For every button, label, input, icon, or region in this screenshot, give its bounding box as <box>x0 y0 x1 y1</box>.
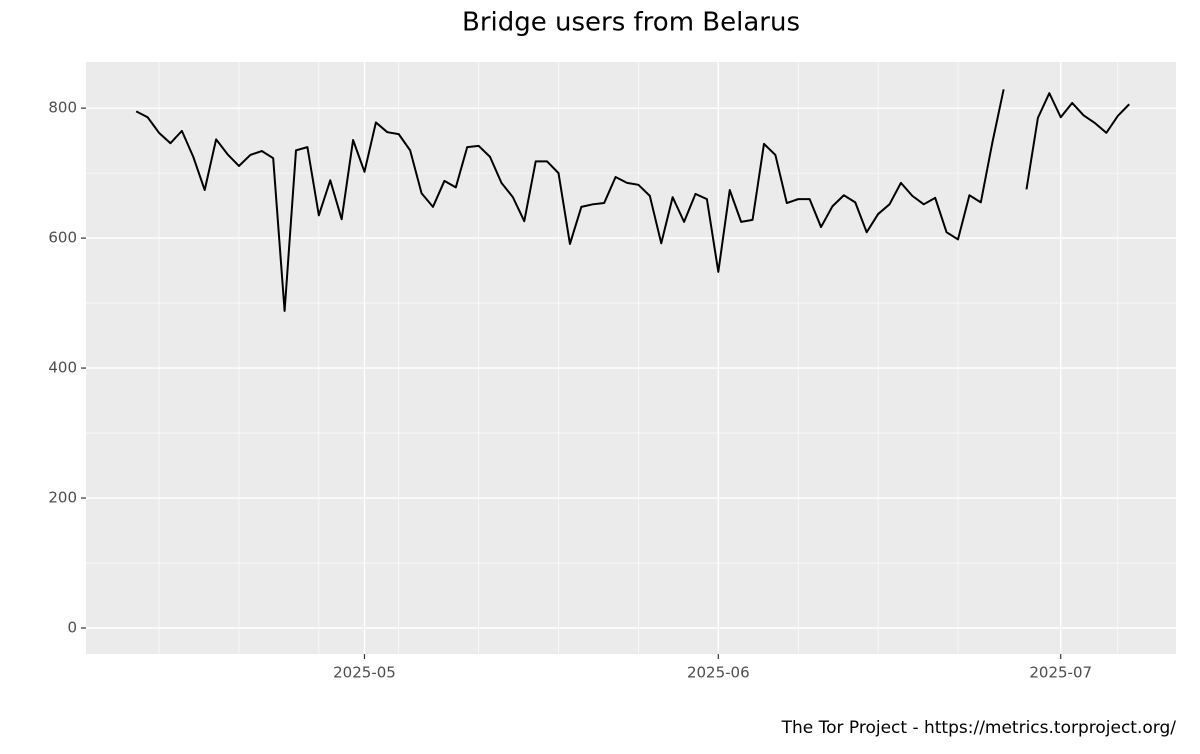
x-tick-label: 2025-07 <box>1029 664 1092 682</box>
chart-title: Bridge users from Belarus <box>462 8 800 38</box>
x-tick-label: 2025-05 <box>333 664 396 682</box>
y-tick-label: 600 <box>48 229 77 247</box>
data-line <box>135 89 1130 312</box>
y-tick-label: 0 <box>67 619 77 637</box>
caption: The Tor Project - https://metrics.torpro… <box>781 718 1177 738</box>
y-tick-label: 800 <box>48 99 77 117</box>
y-tick-label: 200 <box>48 489 77 507</box>
y-tick-label: 400 <box>48 359 77 377</box>
plot-background <box>86 62 1176 654</box>
x-tick-label: 2025-06 <box>687 664 750 682</box>
